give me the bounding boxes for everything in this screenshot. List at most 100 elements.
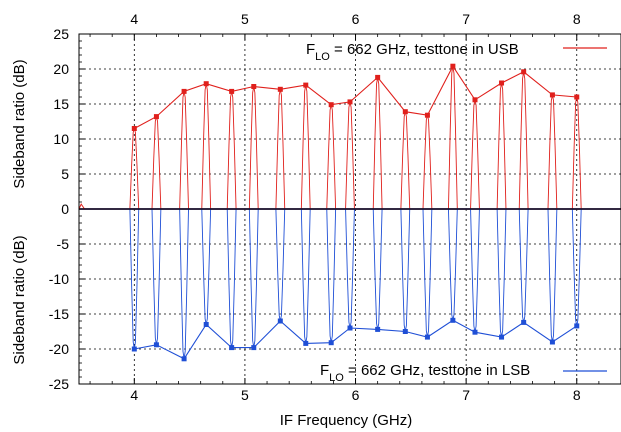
data-point bbox=[153, 114, 159, 120]
data-point bbox=[229, 345, 235, 351]
data-point bbox=[251, 345, 257, 351]
data-point bbox=[549, 92, 555, 98]
y-tick-label: 20 bbox=[53, 61, 69, 77]
y-axis-label-top: Sideband ratio (dB) bbox=[11, 59, 28, 188]
data-point bbox=[424, 334, 430, 340]
data-point bbox=[203, 322, 209, 327]
legend-usb: FLO = 662 GHz, testtone in USB bbox=[306, 41, 607, 63]
spike-trace bbox=[275, 89, 286, 210]
spike-trace bbox=[422, 208, 433, 338]
y-tick-label: -15 bbox=[49, 306, 69, 322]
spike-trace bbox=[345, 208, 355, 329]
x-tick-label-top: 5 bbox=[241, 11, 249, 27]
series-usb bbox=[79, 63, 621, 210]
data-point bbox=[402, 329, 408, 334]
data-point bbox=[277, 86, 283, 92]
x-tick-label-bottom: 8 bbox=[573, 387, 581, 403]
y-tick-label: 15 bbox=[53, 96, 69, 112]
data-point bbox=[499, 80, 505, 86]
spike-trace bbox=[226, 208, 237, 348]
spike-trace bbox=[151, 116, 162, 210]
spike-trace bbox=[422, 115, 433, 210]
data-point bbox=[131, 126, 137, 131]
spike-trace bbox=[345, 101, 355, 210]
data-point bbox=[251, 84, 257, 89]
y-tick-label: -5 bbox=[57, 236, 70, 252]
data-point bbox=[450, 63, 456, 69]
data-point bbox=[303, 82, 309, 88]
spike-trace bbox=[518, 71, 529, 210]
data-point bbox=[277, 318, 283, 324]
spike-trace bbox=[226, 91, 237, 210]
data-point bbox=[181, 356, 187, 362]
y-tick-label: -25 bbox=[49, 376, 69, 392]
x-tick-label-top: 4 bbox=[130, 11, 138, 27]
data-point bbox=[347, 325, 353, 331]
y-tick-label: -10 bbox=[49, 271, 69, 287]
spike-trace bbox=[496, 82, 507, 210]
spike-trace bbox=[447, 66, 458, 210]
spike-trace bbox=[248, 208, 259, 348]
spike-trace bbox=[496, 208, 507, 338]
y-tick-label: -20 bbox=[49, 341, 69, 357]
x-tick-label-top: 7 bbox=[462, 11, 470, 27]
spike-trace bbox=[372, 77, 383, 210]
edge-artifact bbox=[78, 203, 85, 210]
y-tick-label: 0 bbox=[61, 201, 69, 217]
y-tick-label: 10 bbox=[53, 131, 69, 147]
spike-trace bbox=[179, 91, 189, 210]
spike-trace bbox=[248, 86, 259, 210]
spike-trace bbox=[326, 104, 337, 210]
data-point bbox=[131, 346, 137, 352]
series-layer bbox=[78, 63, 621, 362]
data-point bbox=[153, 342, 159, 348]
x-tick-label-bottom: 4 bbox=[130, 387, 138, 403]
spike-trace bbox=[326, 208, 337, 343]
data-point bbox=[574, 94, 580, 100]
spike-trace bbox=[447, 208, 458, 321]
data-point bbox=[450, 317, 456, 323]
data-point bbox=[472, 329, 478, 335]
x-tick-label-bottom: 5 bbox=[241, 387, 249, 403]
spike-trace bbox=[400, 111, 411, 210]
x-axis-label: IF Frequency (GHz) bbox=[280, 412, 413, 429]
x-tick-label-bottom: 7 bbox=[462, 387, 470, 403]
data-point bbox=[521, 69, 527, 75]
legend-lsb-label: FLO = 662 GHz, testtone in LSB bbox=[320, 362, 530, 384]
tick-layer: 4 4 5 5 6 6 7 7 8 8 25 20 15 10 5 0 -5 -10 -15 -20 -25 bbox=[49, 11, 621, 403]
spike-trace bbox=[547, 94, 558, 210]
spike-trace bbox=[201, 83, 212, 210]
data-point bbox=[499, 334, 505, 340]
x-tick-label-top: 8 bbox=[573, 11, 581, 27]
spike-trace bbox=[300, 208, 311, 344]
x-tick-label-top: 6 bbox=[352, 11, 360, 27]
spike-trace bbox=[179, 208, 189, 359]
data-point bbox=[402, 109, 408, 115]
data-point bbox=[521, 319, 527, 325]
data-point bbox=[574, 323, 580, 329]
data-point bbox=[472, 97, 478, 103]
data-point bbox=[375, 74, 381, 80]
data-point bbox=[328, 340, 334, 346]
data-point bbox=[303, 340, 309, 346]
data-point bbox=[375, 326, 381, 332]
spike-trace bbox=[275, 208, 286, 322]
spike-trace bbox=[518, 208, 529, 323]
spike-trace bbox=[547, 208, 558, 343]
series-lsb bbox=[79, 208, 621, 362]
y-tick-label: 25 bbox=[53, 26, 69, 42]
legend-lsb: FLO = 662 GHz, testtone in LSB bbox=[320, 362, 607, 384]
data-point bbox=[424, 112, 430, 118]
spike-trace bbox=[201, 208, 212, 325]
data-point bbox=[347, 99, 353, 105]
spike-trace bbox=[151, 208, 162, 345]
spike-trace bbox=[571, 208, 582, 326]
data-point bbox=[549, 339, 555, 345]
data-point bbox=[181, 88, 187, 94]
y-tick-label: 5 bbox=[61, 166, 69, 182]
data-point bbox=[328, 102, 334, 108]
spike-trace bbox=[372, 208, 383, 330]
spike-trace bbox=[470, 99, 480, 210]
